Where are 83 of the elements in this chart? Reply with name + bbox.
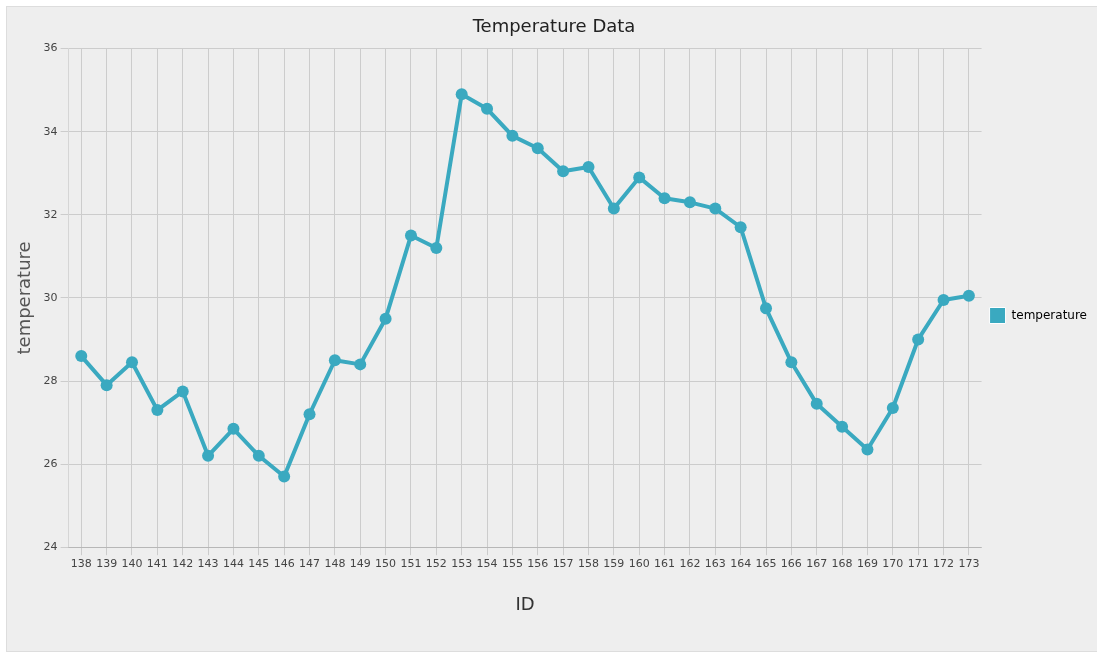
x-tick-label: 139 xyxy=(96,556,118,570)
point xyxy=(202,449,215,462)
x-tick-label: 170 xyxy=(882,556,904,570)
point xyxy=(785,356,798,369)
point xyxy=(912,333,925,346)
point xyxy=(633,171,646,184)
point xyxy=(303,408,316,421)
point xyxy=(176,385,189,398)
point xyxy=(810,397,823,410)
point xyxy=(557,165,570,178)
x-tick-label: 150 xyxy=(375,556,397,570)
x-tick-label: 172 xyxy=(933,556,955,570)
chart-title: Temperature Data xyxy=(471,15,636,37)
point xyxy=(227,422,240,435)
x-tick-label: 148 xyxy=(324,556,346,570)
y-tick-label: 26 xyxy=(43,456,58,470)
x-axis-title: ID xyxy=(515,592,535,614)
x-tick-label: 143 xyxy=(197,556,219,570)
x-tick-label: 171 xyxy=(907,556,929,570)
x-tick-label: 141 xyxy=(146,556,168,570)
point xyxy=(582,161,595,174)
point xyxy=(430,242,443,255)
point xyxy=(328,354,341,367)
point xyxy=(379,312,392,325)
x-tick-label: 168 xyxy=(831,556,853,570)
x-tick-label: 173 xyxy=(958,556,980,570)
point xyxy=(455,88,468,101)
point xyxy=(506,129,519,142)
point xyxy=(100,379,113,392)
x-tick-label: 162 xyxy=(679,556,701,570)
y-tick-label: 24 xyxy=(43,540,58,554)
point xyxy=(709,202,722,215)
x-tick-label: 159 xyxy=(603,556,625,570)
x-tick-label: 144 xyxy=(222,556,244,570)
y-tick-label: 36 xyxy=(43,41,58,55)
x-tick-label: 147 xyxy=(299,556,321,570)
point xyxy=(836,420,849,433)
legend-label: temperature xyxy=(1011,307,1088,322)
point xyxy=(886,402,899,415)
point xyxy=(734,221,747,234)
x-tick-label: 167 xyxy=(806,556,828,570)
point xyxy=(658,192,671,205)
x-tick-label: 152 xyxy=(425,556,447,570)
x-tick-label: 140 xyxy=(121,556,143,570)
x-tick-label: 156 xyxy=(527,556,549,570)
x-tick-label: 164 xyxy=(730,556,752,570)
y-axis-title: temperature xyxy=(13,241,35,355)
y-tick-label: 28 xyxy=(43,373,58,387)
x-tick-label: 149 xyxy=(349,556,371,570)
x-tick-label: 153 xyxy=(451,556,473,570)
x-tick-label: 163 xyxy=(704,556,726,570)
y-tick-label: 30 xyxy=(43,290,58,304)
x-tick-label: 142 xyxy=(172,556,194,570)
point xyxy=(683,196,696,209)
point xyxy=(278,470,291,483)
x-tick-label: 160 xyxy=(628,556,650,570)
point xyxy=(531,142,544,155)
point xyxy=(75,350,88,363)
x-tick-label: 169 xyxy=(856,556,878,570)
point xyxy=(126,356,138,369)
x-tick-label: 155 xyxy=(501,556,523,570)
point xyxy=(354,358,367,371)
y-tick-label: 34 xyxy=(43,124,58,138)
point xyxy=(962,289,975,302)
point xyxy=(252,449,265,462)
x-tick-label: 165 xyxy=(755,556,777,570)
x-tick-label: 146 xyxy=(273,556,295,570)
point xyxy=(481,102,494,115)
point xyxy=(607,202,620,215)
x-tick-label: 166 xyxy=(780,556,802,570)
x-tick-label: 154 xyxy=(476,556,498,570)
x-tick-label: 138 xyxy=(70,556,92,570)
x-tick-label: 157 xyxy=(552,556,574,570)
point xyxy=(937,293,950,306)
x-tick-label: 145 xyxy=(248,556,270,570)
x-tick-label: 161 xyxy=(654,556,676,570)
point xyxy=(760,302,773,315)
x-tick-label: 151 xyxy=(400,556,422,570)
point xyxy=(861,443,874,456)
y-tick-label: 32 xyxy=(43,207,58,221)
point xyxy=(404,229,417,242)
point xyxy=(151,404,164,417)
x-tick-label: 158 xyxy=(577,556,599,570)
